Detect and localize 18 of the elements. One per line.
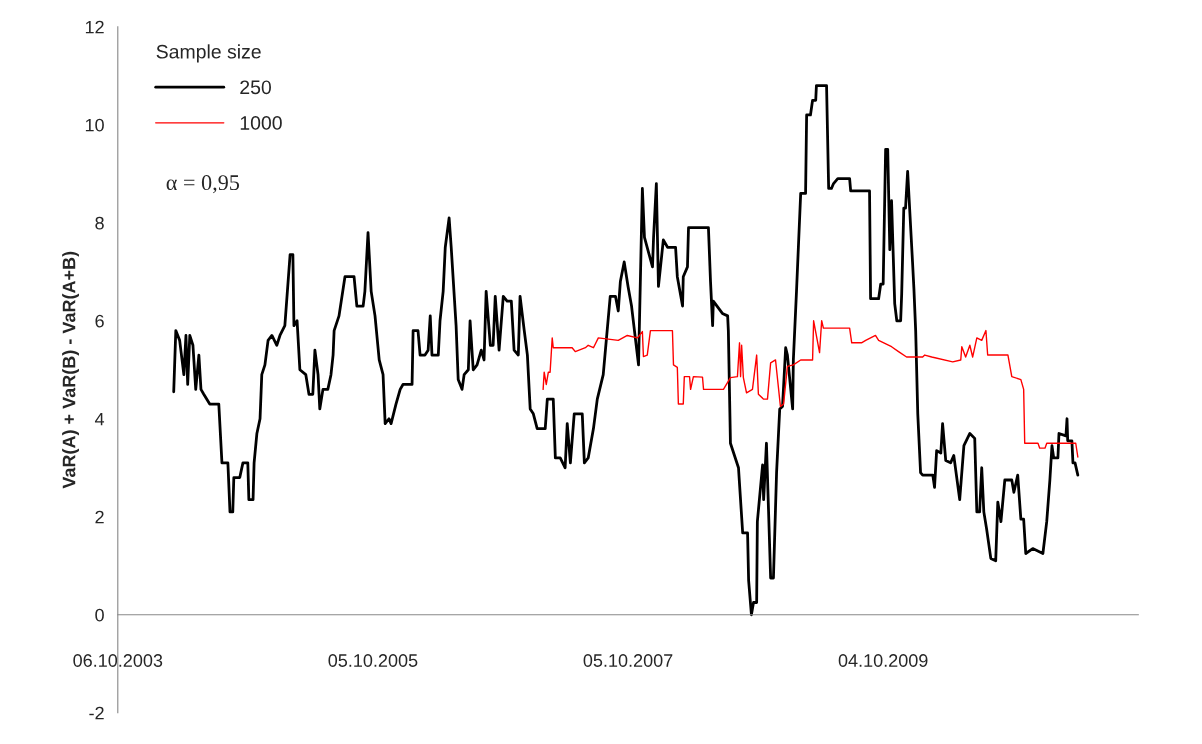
x-tick-label: 04.10.2009 — [838, 654, 928, 667]
legend-title: Sample size — [156, 44, 261, 63]
y-tick-label: -2 — [89, 706, 104, 720]
legend-label: 1000 — [240, 116, 282, 130]
x-tick-label: 05.10.2007 — [583, 654, 673, 667]
line-series — [542, 320, 1079, 458]
y-axis-title: VaR(A) + VaR(B) - VaR(A+B) — [62, 251, 79, 489]
y-tick-label: 0 — [95, 608, 104, 622]
y-tick-label: 2 — [95, 510, 104, 524]
y-tick-label: 8 — [95, 216, 104, 230]
annotation: α = 0,95 — [166, 175, 240, 194]
x-tick-label: 05.10.2005 — [328, 654, 418, 667]
x-tick-label: 06.10.2003 — [73, 654, 163, 667]
legend-label: 250 — [240, 80, 271, 95]
y-tick-label: 10 — [85, 118, 104, 132]
y-tick-label: 4 — [94, 412, 105, 426]
y-tick-label: 12 — [85, 20, 104, 34]
y-tick-label: 6 — [95, 314, 104, 328]
